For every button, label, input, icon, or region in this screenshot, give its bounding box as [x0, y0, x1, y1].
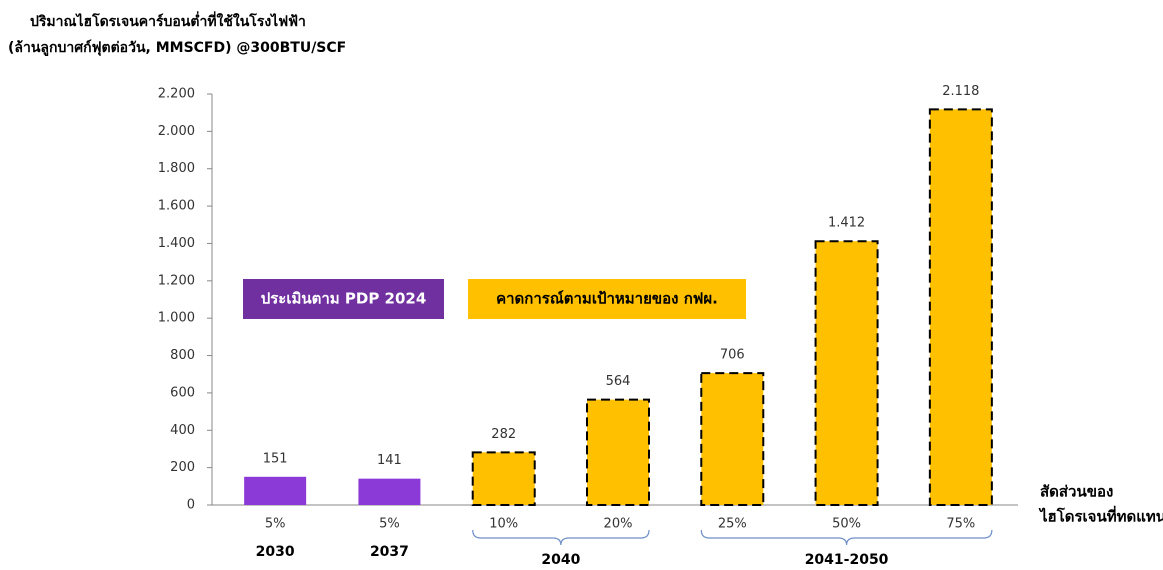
x-axis-title: สัดส่วนของ	[1040, 483, 1113, 501]
value-label: 282	[491, 427, 516, 442]
y-tick-label: 1.400	[158, 236, 195, 251]
legend-swatch	[243, 279, 444, 319]
chart-title: ปริมาณไฮโดรเจนคาร์บอนต่ำที่ใช้ในโรงไฟฟ้า	[30, 11, 306, 30]
y-tick-label: 1.200	[158, 273, 195, 288]
group-label: 2037	[370, 544, 409, 560]
y-tick-label: 2.000	[158, 124, 195, 139]
group-brace	[700, 529, 993, 546]
x-tick-label: 5%	[379, 517, 400, 532]
bar	[358, 478, 421, 505]
y-tick-label: 200	[170, 460, 195, 475]
y-tick-label: 0	[187, 498, 195, 513]
bar	[928, 108, 993, 506]
bar	[700, 372, 765, 506]
value-label: 564	[606, 374, 631, 389]
group-label: 2030	[256, 544, 295, 560]
bar	[471, 451, 536, 506]
x-tick-label: 75%	[946, 517, 975, 532]
y-tick-label: 1.600	[158, 199, 195, 214]
group-label: 2041-2050	[805, 552, 889, 568]
y-tick-label: 800	[170, 348, 195, 363]
value-label: 2.118	[942, 84, 979, 99]
value-label: 706	[720, 348, 745, 363]
y-tick-label: 2.200	[158, 87, 195, 102]
y-tick-label: 600	[170, 385, 195, 400]
value-label: 141	[377, 453, 402, 468]
x-tick-label: 5%	[265, 517, 286, 532]
bar	[244, 476, 307, 505]
y-tick-label: 1.000	[158, 311, 195, 326]
y-tick-label: 400	[170, 423, 195, 438]
x-tick-label: 50%	[832, 517, 861, 532]
legend-label: ประเมินตาม PDP 2024	[261, 290, 427, 308]
chart-title: (ล้านลูกบาศก์ฟุตต่อวัน, MMSCFD) @300BTU/…	[8, 39, 346, 56]
value-label: 151	[263, 451, 288, 466]
bar	[586, 398, 650, 507]
value-label: 1.412	[828, 216, 865, 231]
group-label: 2040	[541, 552, 580, 568]
bar	[814, 240, 879, 506]
legend-label: คาดการณ์ตามเป้าหมายของ กฟผ.	[496, 290, 718, 308]
y-tick-label: 1.800	[158, 161, 195, 176]
x-tick-label: 25%	[718, 517, 747, 532]
x-tick-label: 10%	[489, 517, 518, 532]
x-axis-title: ไฮโดรเจนที่ทดแทน	[1038, 506, 1163, 526]
legend-swatch	[468, 279, 746, 319]
x-tick-label: 20%	[604, 517, 633, 532]
group-brace	[472, 529, 650, 546]
